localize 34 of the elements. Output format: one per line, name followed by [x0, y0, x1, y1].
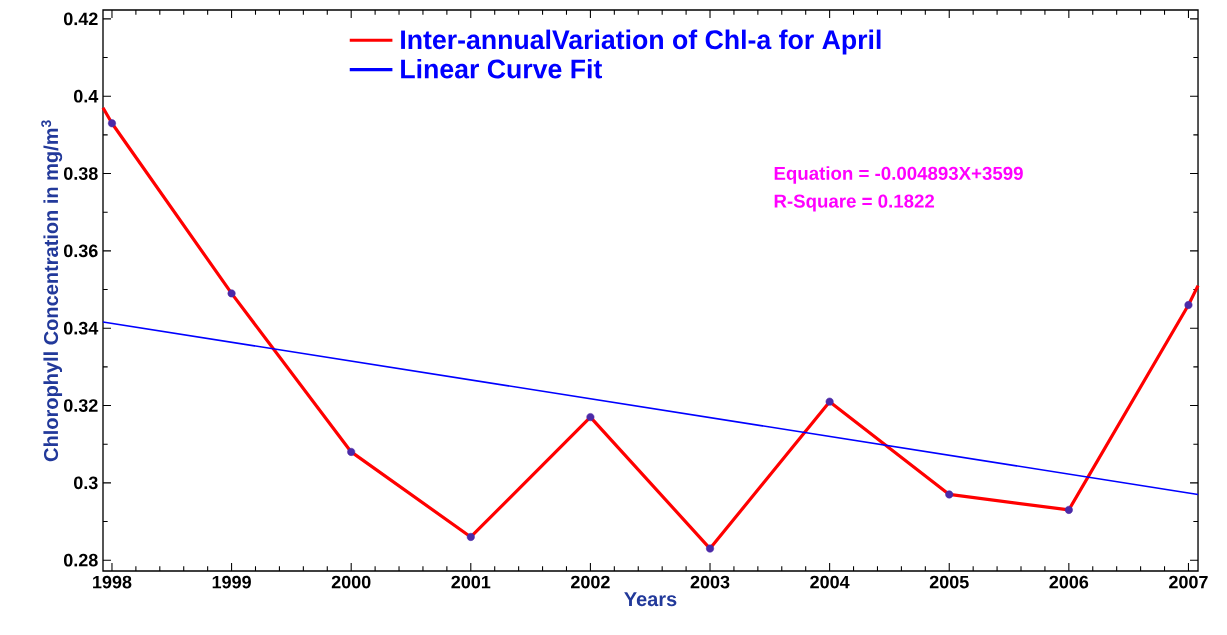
y-tick-label: 0.38 — [63, 167, 98, 180]
x-tick-label: 2006 — [1049, 575, 1089, 589]
point — [347, 447, 356, 456]
point — [706, 544, 714, 553]
y-tick-label: 0.4 — [73, 89, 99, 103]
point — [107, 119, 116, 128]
x-tick-label: 2007 — [1169, 575, 1208, 589]
x-tick-label: 2000 — [331, 575, 371, 589]
x-tick-label: 1999 — [212, 575, 251, 589]
annotation: Equation = -0.004893X+3599 — [774, 166, 1023, 184]
point — [825, 397, 834, 406]
y-tick-label: 0.42 — [63, 12, 98, 26]
y-tick-label: 0.34 — [63, 321, 99, 335]
point — [1184, 301, 1193, 309]
point — [945, 490, 954, 499]
x-tick-label: 2003 — [690, 575, 730, 589]
point — [227, 289, 236, 298]
y-tick-label: 0.32 — [63, 399, 98, 412]
x-tick-label: 1998 — [93, 575, 132, 589]
x-tick-label: 2005 — [929, 575, 969, 589]
x-tick-label: 2004 — [810, 575, 850, 589]
point — [586, 413, 595, 422]
annotation: R-Square = 0.1822 — [774, 194, 935, 212]
point — [466, 532, 475, 541]
point — [1064, 505, 1073, 514]
legend-label: Linear Curve Fit — [401, 58, 603, 79]
x-axis-title: Years — [624, 592, 677, 607]
x-tick-label: 2001 — [451, 575, 491, 589]
y-axis-title: Chlorophyll Concentration in mg/m$^{3}$ — [41, 120, 63, 462]
legend-label: Inter-annualVariation of Chl-a for April — [401, 29, 881, 55]
y-tick-label: 0.36 — [63, 244, 98, 258]
y-tick-label: 0.3 — [73, 476, 98, 490]
y-tick-label: 0.28 — [63, 553, 98, 567]
x-tick-label: 2002 — [571, 575, 610, 589]
